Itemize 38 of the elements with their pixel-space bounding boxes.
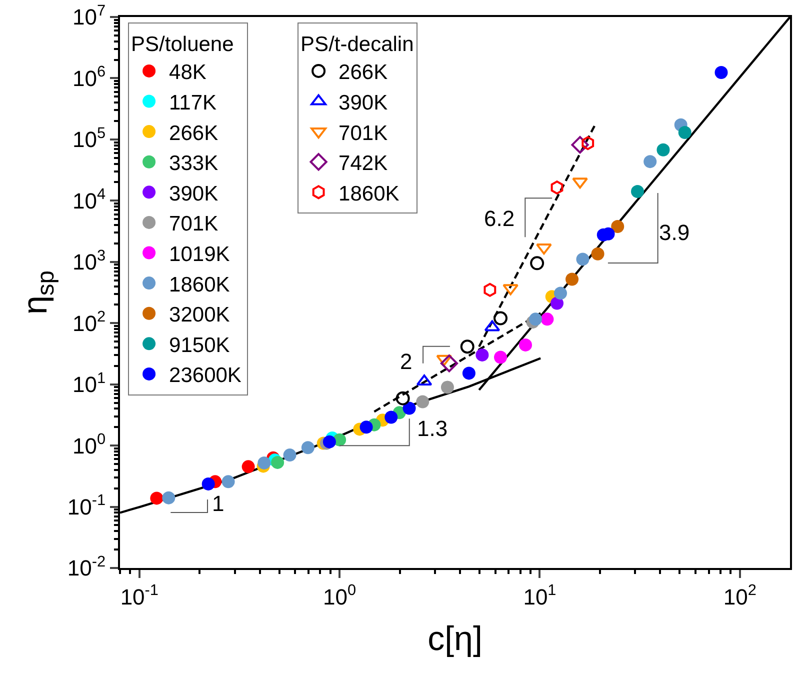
legend-label: 266K (338, 61, 388, 84)
x-tick-label: 10$^{0}$ (323, 582, 356, 610)
legend-label: 390K (338, 91, 388, 114)
y-tick-label: 10$^{2}$ (72, 308, 106, 336)
text: PS/t-decalin (300, 32, 414, 56)
legend-label: 701K (338, 122, 388, 145)
y-tick-label: 10$^{-1}$ (67, 492, 106, 520)
annotation: 6.2 (484, 206, 515, 231)
legend-label: 23600K (169, 364, 242, 388)
y-tick-label: 10$^{4}$ (72, 186, 106, 214)
y-tick-label: 10$^{6}$ (72, 64, 106, 91)
annotation: 1.3 (417, 416, 448, 441)
y-tick-label: 10$^{1}$ (72, 370, 106, 398)
y-tick-label: 10$^{0}$ (72, 431, 106, 458)
x-tick-label: 10$^{1}$ (523, 582, 556, 610)
legend-label: 333K (169, 152, 218, 176)
legend-label: 701K (169, 212, 218, 236)
text: PS/toluene (131, 32, 234, 56)
annotation: 3.9 (659, 220, 690, 245)
x-tick-label: 10$^{-1}$ (120, 582, 158, 610)
legend-label: 390K (169, 182, 218, 206)
x-tick-label: 10$^{2}$ (723, 582, 756, 610)
y-tick-label: 10$^{-2}$ (67, 553, 106, 581)
y-tick-label: 10$^{7}$ (72, 2, 106, 30)
legend-label: 1860K (169, 273, 230, 296)
y-tick-label: 10$^{5}$ (72, 124, 106, 152)
legend-label: 742K (338, 152, 388, 176)
y-tick-label: 10$^{3}$ (72, 247, 106, 275)
legend-label: 48K (169, 61, 206, 84)
legend-label: 117K (169, 91, 217, 114)
legend-label: 9150K (169, 334, 230, 357)
legend-label: 266K (169, 122, 218, 145)
legend-label: 3200K (169, 304, 230, 327)
annotation: 2 (400, 349, 412, 374)
legend-label: 1860K (338, 182, 400, 206)
legend-label: 1019K (169, 242, 230, 266)
x-axis-title: c[η] (428, 620, 482, 658)
annotation: 1 (212, 491, 224, 516)
